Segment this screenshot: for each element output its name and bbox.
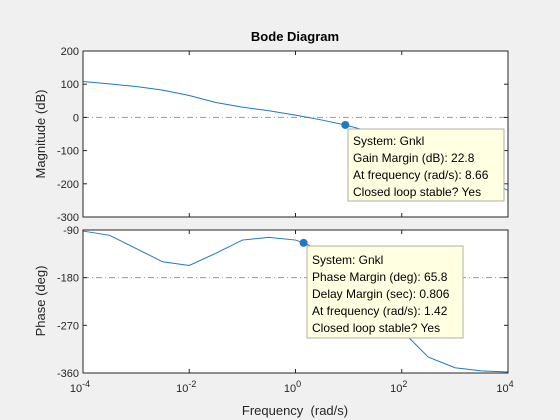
datatip-line: System: Gnkl bbox=[353, 134, 424, 148]
magnitude-ylabel: Magnitude (dB) bbox=[33, 90, 48, 179]
phase-panel: -90 -180 -270 -360 Phase (deg) System: Gnkl… bbox=[33, 225, 509, 380]
y-tick-label: 0 bbox=[73, 112, 79, 124]
phase-margin-datatip-box bbox=[306, 245, 464, 339]
datatip-line: Closed loop stable? Yes bbox=[353, 185, 481, 199]
datatip-line: At frequency (rad/s): 8.66 bbox=[353, 168, 489, 182]
phase-yticks: -90 -180 -270 -360 bbox=[57, 225, 508, 380]
magnitude-yticks: 200 100 0 -100 -200 -300 bbox=[57, 46, 508, 224]
y-tick-label: -200 bbox=[57, 179, 79, 191]
datatip-line: At frequency (rad/s): 1.42 bbox=[312, 304, 448, 318]
y-tick-label: -180 bbox=[57, 273, 79, 285]
y-tick-label: -360 bbox=[57, 368, 79, 380]
datatip-line: Phase Margin (deg): 65.8 bbox=[312, 270, 448, 284]
y-tick-label: 100 bbox=[61, 79, 79, 91]
datatip-line: Gain Margin (dB): 22.8 bbox=[353, 151, 475, 165]
x-tick-label: 10-2 bbox=[176, 379, 196, 395]
magnitude-panel: 200 100 0 -100 -200 -300 Magnitude (dB) Syste… bbox=[33, 46, 509, 224]
x-tick-label: 100 bbox=[284, 379, 301, 395]
gain-margin-datatip: System: Gnkl Gain Margin (dB): 22.8 At f… bbox=[347, 128, 505, 202]
x-axis-label: Frequency (rad/s) bbox=[242, 403, 348, 418]
x-tick-label: 102 bbox=[390, 379, 407, 395]
datatip-line: Delay Margin (sec): 0.806 bbox=[312, 287, 450, 301]
y-tick-label: 200 bbox=[61, 46, 79, 58]
datatip-line: Closed loop stable? Yes bbox=[312, 321, 440, 335]
y-tick-label: -100 bbox=[57, 146, 79, 158]
gain-margin-marker[interactable] bbox=[341, 120, 350, 129]
x-tick-label: 104 bbox=[496, 379, 513, 395]
x-tick-label: 10-4 bbox=[70, 379, 90, 395]
x-axis-ticks: 10-4 10-2 100 102 104 bbox=[70, 51, 514, 395]
y-tick-label: -90 bbox=[63, 225, 79, 237]
phase-series-line bbox=[82, 230, 509, 373]
y-tick-label: -300 bbox=[57, 212, 79, 224]
gain-margin-datatip-box bbox=[347, 128, 505, 202]
phase-margin-datatip: System: Gnkl Phase Margin (deg): 65.8 De… bbox=[306, 245, 464, 339]
phase-ylabel: Phase (deg) bbox=[33, 266, 48, 337]
y-tick-label: -270 bbox=[57, 320, 79, 332]
phase-margin-marker[interactable] bbox=[299, 238, 308, 247]
chart-title: Bode Diagram bbox=[251, 29, 339, 44]
datatip-line: System: Gnkl bbox=[312, 253, 383, 267]
